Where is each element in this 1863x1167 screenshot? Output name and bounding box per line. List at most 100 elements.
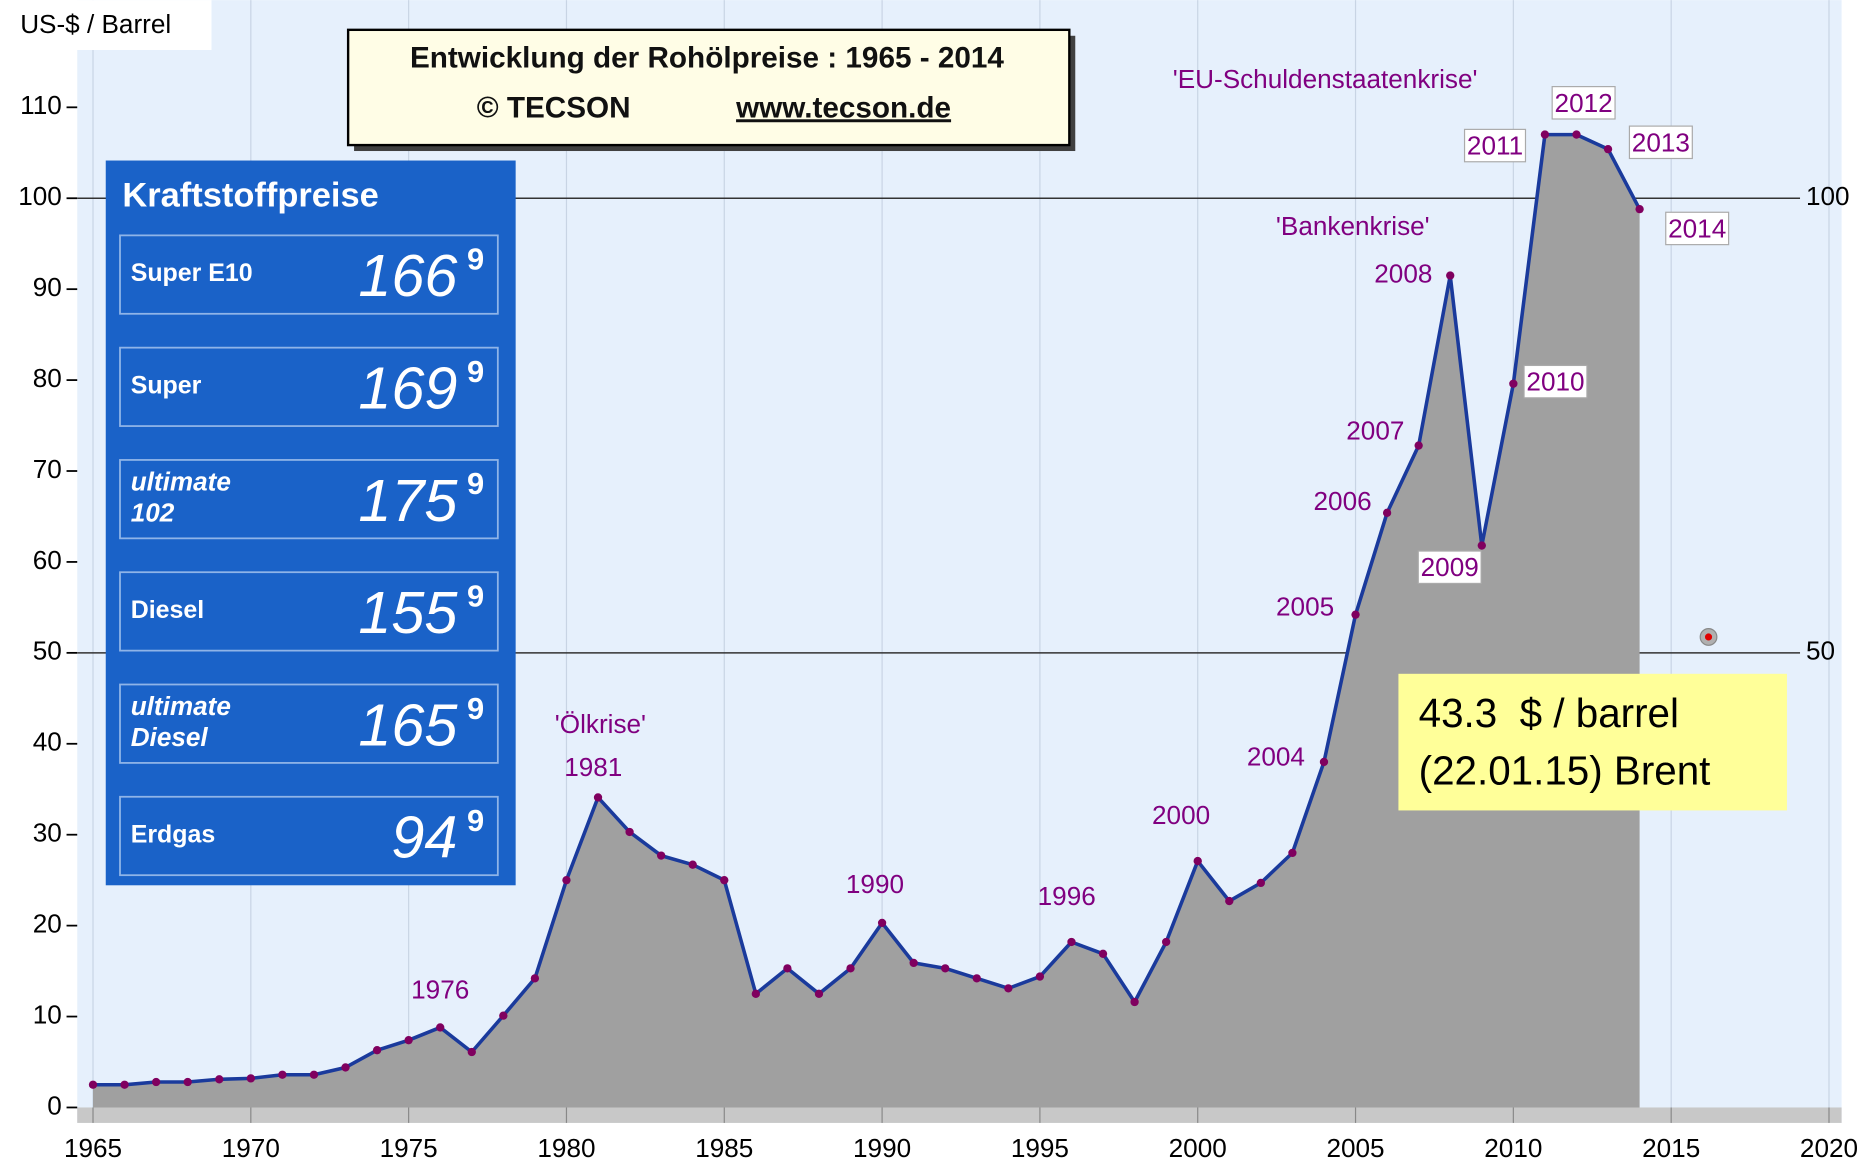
fuel-price-fraction: 9 <box>467 803 484 838</box>
annotation: 2013 <box>1632 127 1690 157</box>
data-point <box>246 1074 255 1083</box>
data-point <box>1004 984 1013 993</box>
annotation: 2014 <box>1668 213 1726 243</box>
data-point <box>625 827 634 837</box>
x-tick-label: 1975 <box>380 1133 438 1163</box>
x-tick-label: 1990 <box>853 1133 911 1163</box>
current-price-background <box>1398 673 1787 811</box>
y-tick-label: 110 <box>20 90 62 120</box>
fuel-panel: Kraftstoffpreise Super E10 166 9 Super 169 9 u… <box>105 160 516 886</box>
annotation: 1981 <box>564 752 622 782</box>
y-tick-label: 60 <box>33 545 62 575</box>
data-point <box>751 989 760 998</box>
status-dot-center <box>1704 633 1713 641</box>
data-point <box>1288 848 1297 858</box>
fuel-row <box>119 234 499 315</box>
annotation: 2004 <box>1247 741 1305 771</box>
x-tick-label: 1995 <box>1011 1133 1069 1163</box>
fuel-panel-title: Kraftstoffpreise <box>122 176 378 214</box>
data-point <box>1572 130 1581 139</box>
data-point <box>1319 757 1329 767</box>
annotation-box <box>1417 550 1482 585</box>
annotation-box <box>1628 125 1693 160</box>
data-point <box>783 964 792 973</box>
x-tick-label: 2010 <box>1484 1133 1542 1163</box>
fuel-price-fraction: 9 <box>467 466 484 501</box>
y2-tick-label: 100 <box>1806 181 1850 211</box>
annotation: 2012 <box>1555 88 1613 118</box>
annotation: 2007 <box>1346 415 1404 445</box>
x-tick-label: 1985 <box>695 1133 753 1163</box>
data-point <box>278 1070 287 1079</box>
copyright: © TECSON <box>477 91 631 124</box>
y-tick-label: 70 <box>33 454 62 484</box>
data-point <box>309 1070 319 1079</box>
annotation: 2009 <box>1421 552 1479 582</box>
current-price-box: 43.3 $ / barrel (22.01.15) Brent <box>1398 673 1787 811</box>
y-tick-label: 10 <box>33 999 62 1029</box>
y-label-background <box>0 0 212 51</box>
annotation: 'Bankenkrise' <box>1276 211 1430 241</box>
annotation: 2005 <box>1276 592 1334 622</box>
plot-foot <box>77 1107 1842 1123</box>
price-line <box>93 132 1642 1087</box>
data-point <box>1382 508 1392 517</box>
y-tick-label: 100 <box>18 181 62 211</box>
annotation: 2011 <box>1467 131 1523 161</box>
data-point <box>1603 144 1613 154</box>
fuel-name: Super E10 <box>131 259 253 287</box>
fuel-row <box>119 683 499 764</box>
fuel-name: ultimate <box>131 691 231 721</box>
fuel-price: 169 <box>358 354 457 421</box>
annotation: 2000 <box>1152 800 1210 830</box>
annotation: 1996 <box>1038 881 1096 911</box>
data-point <box>436 1023 445 1032</box>
annotation: 'Ölkrise' <box>555 709 646 739</box>
data-point <box>1225 896 1234 906</box>
y2-tick-label: 50 <box>1806 636 1835 666</box>
x-tick-label: 1965 <box>64 1133 122 1163</box>
fuel-row <box>119 346 499 427</box>
current-price-date: (22.01.15) Brent <box>1419 747 1711 793</box>
fuel-name: Diesel <box>131 722 209 752</box>
fuel-row <box>119 795 499 877</box>
data-point <box>151 1077 161 1087</box>
data-point <box>530 974 540 983</box>
data-point <box>404 1036 413 1045</box>
title: Entwicklung der Rohölpreise : 1965 - 201… <box>410 41 1004 74</box>
fuel-price-fraction: 9 <box>467 579 484 614</box>
x-tick-label: 1970 <box>222 1133 280 1163</box>
fuel-price: 155 <box>358 579 458 646</box>
data-point <box>562 876 571 885</box>
fuel-name: Diesel <box>131 596 204 624</box>
y-tick-label: 30 <box>33 818 62 848</box>
annotation: 1990 <box>846 869 904 899</box>
data-point <box>1477 541 1486 550</box>
y-tick-label: 90 <box>33 272 62 302</box>
annotation: 1976 <box>411 975 469 1005</box>
data-point <box>1446 271 1455 280</box>
x-tick-label: 2015 <box>1642 1133 1700 1163</box>
data-point <box>877 918 887 928</box>
fuel-row <box>119 571 499 652</box>
data-point <box>88 1080 98 1089</box>
annotation: 'EU-Schuldenstaatenkrise' <box>1173 64 1478 94</box>
data-point <box>1256 878 1266 888</box>
data-point <box>120 1080 129 1089</box>
fuel-price-fraction: 9 <box>467 691 484 726</box>
annotation-layer: 1976 'Ölkrise' 1981 1990 1996 2000 2004 2005 200… <box>411 64 1730 1005</box>
data-point <box>341 1063 350 1072</box>
annotation-box <box>1665 211 1730 246</box>
data-point <box>1067 937 1076 947</box>
y-tick-label: 0 <box>47 1090 62 1120</box>
area-layer <box>88 130 1644 1108</box>
annotation-box <box>1551 86 1616 120</box>
fuel-price: 94 <box>391 804 457 871</box>
annotation-box <box>1523 364 1588 399</box>
x-tick-label: 2020 <box>1800 1133 1858 1163</box>
annotation: 2006 <box>1314 486 1372 516</box>
data-point <box>1351 610 1360 619</box>
title-frame <box>346 28 1071 147</box>
